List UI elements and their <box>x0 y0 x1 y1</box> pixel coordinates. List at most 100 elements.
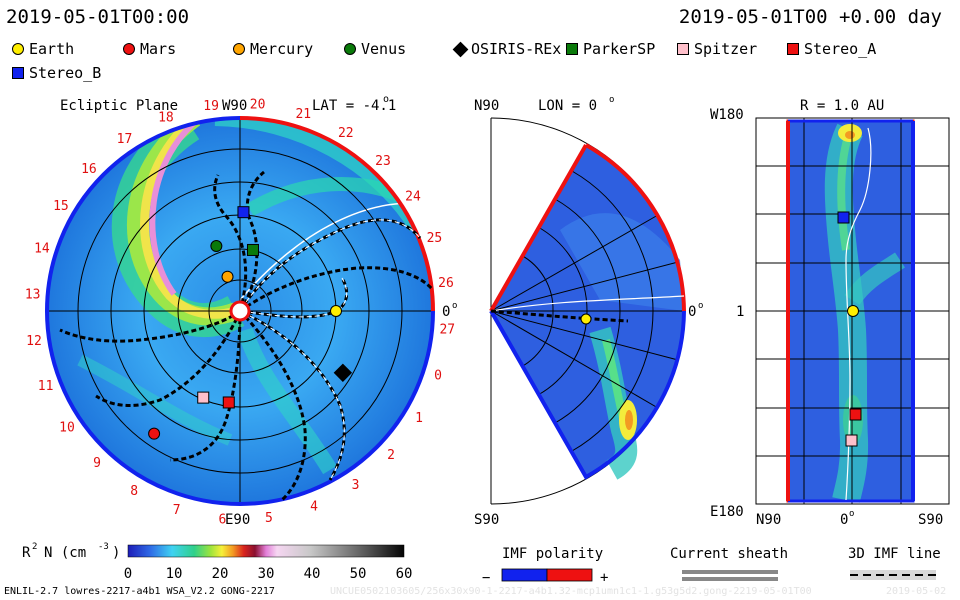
stereo-b-marker <box>237 206 250 219</box>
lon-degree-symbol: o <box>609 95 614 105</box>
imf-polarity-negative-swatch <box>501 568 548 582</box>
venus-marker-icon <box>344 43 356 55</box>
osiris-rex-marker <box>333 363 353 382</box>
colorbar-tick-label: 30 <box>258 566 275 582</box>
ecliptic-w90-label: W90 <box>222 98 247 114</box>
ecliptic-title: Ecliptic Plane <box>60 98 178 114</box>
radial-panel <box>755 117 950 505</box>
colorbar-tick-label: 10 <box>166 566 183 582</box>
legend-spitzer: Spitzer <box>677 40 757 58</box>
legend-mars: Mars <box>123 40 176 58</box>
legend-stereo-a: Stereo_A <box>787 40 876 58</box>
carrington-label: 11 <box>38 379 54 394</box>
carrington-label: 16 <box>81 162 97 177</box>
meridional-grid <box>490 170 684 452</box>
earth-marker <box>330 305 342 317</box>
density-colorbar: 0 10 20 30 40 50 60 <box>124 544 413 582</box>
colorbar-label-exp: 2 <box>32 542 37 552</box>
spitzer-marker-icon <box>677 43 689 55</box>
meridional-panel <box>489 117 686 505</box>
lat-degree-symbol: o <box>383 94 389 105</box>
meridional-n90-label: N90 <box>474 98 499 114</box>
colorbar-tick-label: 50 <box>350 566 367 582</box>
carrington-label: 25 <box>427 231 443 246</box>
carrington-label: 10 <box>59 421 75 436</box>
stereo-a-marker <box>222 396 235 409</box>
meridional-earth-marker <box>580 313 592 325</box>
colorbar-tick-label: 0 <box>124 566 132 582</box>
ecliptic-panel <box>45 116 435 506</box>
carrington-label: 17 <box>117 132 133 147</box>
mercury-marker-icon <box>233 43 245 55</box>
radial-w180-label: W180 <box>710 107 744 123</box>
current-sheath-swatch-top <box>682 570 778 574</box>
colorbar-tick-label: 60 <box>396 566 413 582</box>
rim-positive-polarity <box>239 116 435 312</box>
carrington-label: 27 <box>439 323 455 338</box>
stereo-a-marker-icon <box>787 43 799 55</box>
legend-venus: Venus <box>344 40 406 58</box>
carrington-label: 22 <box>338 126 354 141</box>
footer-run-id: UNCUE0502103605/256x30x90-1-2217-a4b1.32… <box>330 586 812 597</box>
meridional-lon-label: LON = 0 <box>538 98 597 114</box>
legend-mercury: Mercury <box>233 40 313 58</box>
spitzer-marker <box>197 391 210 404</box>
colorbar-label-r: R <box>22 545 31 561</box>
object-legend: Earth Mars Mercury Venus OSIRIS-REx Park… <box>0 0 960 90</box>
carrington-label: 6 <box>218 512 226 527</box>
carrington-label: 5 <box>265 511 273 526</box>
imf-line-title: 3D IMF line <box>848 546 941 562</box>
legend-earth: Earth <box>12 40 74 58</box>
carrington-label: 13 <box>25 287 41 302</box>
mars-marker-icon <box>123 43 135 55</box>
right-timestamp: 2019-05-01T00 +0.00 day <box>678 6 942 28</box>
earth-marker-icon <box>12 43 24 55</box>
ecliptic-lat-label: LAT = -4.1 <box>312 98 396 114</box>
mercury-marker <box>221 270 234 283</box>
colorbar-gradient <box>127 544 405 558</box>
carrington-label: 19 <box>203 99 219 114</box>
carrington-label: 24 <box>405 190 421 205</box>
ecliptic-zero-degree: o <box>452 301 457 311</box>
radial-one-label: 1 <box>736 304 744 320</box>
radial-earth-marker <box>847 305 859 317</box>
carrington-label: 7 <box>173 503 181 518</box>
carrington-label: 15 <box>53 199 69 214</box>
colorbar-label-exp2: -3 <box>98 542 109 552</box>
legend-parkersp: ParkerSP <box>566 40 655 58</box>
current-sheath-swatch-bottom <box>682 577 778 581</box>
stereo-b-marker-icon <box>12 67 24 79</box>
radial-e180-label: E180 <box>710 504 744 520</box>
radial-spitzer-marker <box>845 434 858 447</box>
venus-marker <box>210 240 223 253</box>
carrington-label: 18 <box>158 111 174 126</box>
radial-n90-label: N90 <box>756 512 781 528</box>
colorbar-label-mid: N (cm <box>44 545 86 561</box>
radial-r-label: R = 1.0 AU <box>800 98 884 114</box>
carrington-label: 0 <box>434 368 442 383</box>
rim-negative-polarity <box>45 116 435 506</box>
radial-stereo-a-marker <box>849 408 862 421</box>
parkersp-marker-icon <box>566 43 578 55</box>
carrington-label: 20 <box>250 98 266 113</box>
radial-zero-degree: o <box>849 509 854 519</box>
imf-polarity-plus: + <box>600 570 608 586</box>
radial-zero-label: 0 <box>840 512 848 528</box>
carrington-label: 1 <box>415 411 423 426</box>
carrington-label: 23 <box>375 154 391 169</box>
current-sheath-title: Current sheath <box>670 546 788 562</box>
legend-stereo-b: Stereo_B <box>12 64 101 82</box>
left-timestamp: 2019-05-01T00:00 <box>6 6 190 28</box>
carrington-rotation-labels: 19 20212223242526270123456789101112131415… <box>25 98 455 528</box>
carrington-label: 26 <box>438 276 454 291</box>
carrington-label: 2 <box>387 448 395 463</box>
legend-osiris-rex: OSIRIS-REx <box>452 40 561 58</box>
colorbar-ticks: 0 10 20 30 40 50 60 <box>124 566 413 582</box>
imf-polarity-title: IMF polarity <box>502 546 603 562</box>
carrington-label: 9 <box>93 456 101 471</box>
carrington-label: 21 <box>295 107 311 122</box>
mars-marker <box>148 427 161 440</box>
meridional-zero-degree: o <box>698 301 703 311</box>
carrington-label: 4 <box>310 499 318 514</box>
